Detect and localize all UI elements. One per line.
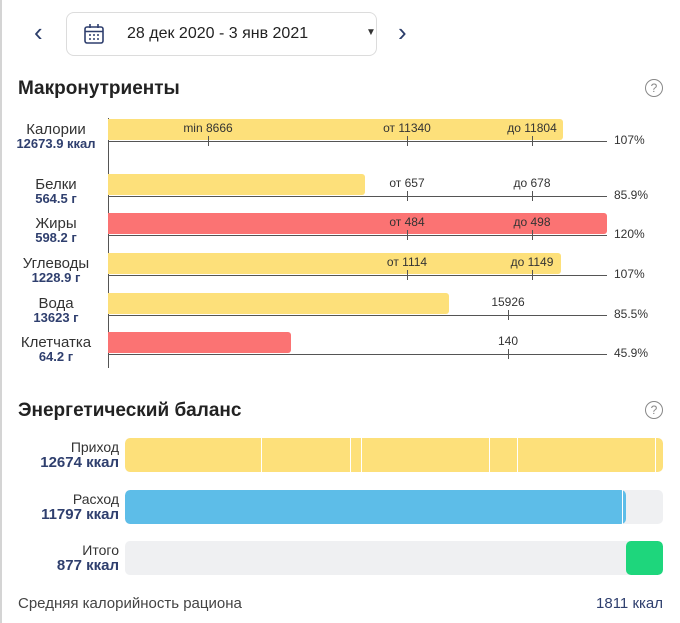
energy-label: Приход 12674 ккал	[40, 439, 119, 471]
date-range-picker[interactable]: 28 дек 2020 - 3 янв 2021 ▼	[66, 12, 377, 56]
segment-divider	[489, 438, 490, 472]
macro-tick	[407, 270, 408, 280]
energy-label: Итого 877 ккал	[56, 542, 119, 574]
macro-tick-label: 140	[497, 334, 519, 348]
macro-label: Калории 12673.9 ккал	[4, 122, 108, 151]
macro-baseline	[108, 275, 607, 276]
macro-label: Жиры 598.2 г	[4, 216, 108, 245]
energy-value: 12674 ккал	[40, 454, 119, 471]
macro-name: Вода	[38, 295, 74, 312]
macro-tick	[508, 349, 509, 359]
macro-value: 13623 г	[33, 310, 79, 325]
macro-tick-label: до 11804	[507, 121, 557, 135]
macro-value: 12673.9 ккал	[16, 136, 96, 151]
macro-percent: 45.9%	[614, 346, 649, 360]
macro-baseline	[108, 354, 607, 355]
macro-tick	[532, 230, 533, 240]
date-range-text: 28 дек 2020 - 3 янв 2021	[127, 25, 309, 42]
energy-bar	[626, 541, 663, 575]
macro-tick-label: от 1114	[386, 255, 428, 269]
prev-week-button[interactable]: ‹	[34, 17, 43, 47]
macro-bar	[108, 174, 365, 195]
macro-value: 64.2 г	[38, 349, 74, 364]
macro-name: Калории	[26, 121, 86, 138]
energy-name: Приход	[70, 439, 119, 455]
macro-tick	[532, 191, 533, 201]
macro-tick	[508, 310, 509, 320]
energy-bar	[125, 490, 626, 524]
avg-calorie-value: 1811 ккал	[596, 595, 663, 612]
energy-title: Энергетический баланс	[18, 400, 242, 421]
segment-divider	[261, 438, 262, 472]
macro-tick-label: min 8666	[183, 121, 233, 135]
chart-axis	[108, 118, 109, 368]
macro-baseline	[108, 196, 607, 197]
segment-divider	[655, 438, 656, 472]
macro-tick-label: 15926	[491, 295, 525, 309]
macro-value: 598.2 г	[35, 230, 77, 245]
energy-track	[125, 490, 663, 524]
macro-label: Вода 13623 г	[4, 296, 108, 325]
macro-tick-label: от 11340	[383, 121, 431, 135]
avg-calorie-label: Средняя калорийность рациона	[18, 595, 242, 612]
macro-bar	[108, 213, 607, 234]
macro-label: Клетчатка 64.2 г	[4, 335, 108, 364]
next-week-button[interactable]: ›	[398, 17, 407, 47]
energy-name: Расход	[72, 491, 119, 507]
macro-percent: 120%	[614, 227, 645, 241]
macro-tick	[407, 191, 408, 201]
help-icon[interactable]: ?	[645, 401, 663, 419]
macro-tick-label: до 678	[513, 176, 551, 190]
energy-bar	[125, 438, 663, 472]
macro-percent: 85.5%	[614, 307, 649, 321]
macro-percent: 85.9%	[614, 188, 649, 202]
macro-tick	[532, 270, 533, 280]
macro-label: Белки 564.5 г	[4, 177, 108, 206]
macro-bar	[108, 253, 561, 274]
macro-tick-label: от 484	[389, 215, 425, 229]
macro-percent: 107%	[614, 267, 645, 281]
segment-divider	[622, 490, 623, 524]
macro-baseline	[108, 315, 607, 316]
macro-tick	[532, 136, 533, 146]
calendar-icon	[84, 24, 104, 44]
macro-tick-label: до 1149	[510, 255, 554, 269]
segment-divider	[361, 438, 362, 472]
macro-label: Углеводы 1228.9 г	[4, 256, 108, 285]
energy-label: Расход 11797 ккал	[41, 491, 119, 523]
segment-divider	[517, 438, 518, 472]
macro-tick	[407, 136, 408, 146]
macro-tick-label: до 498	[513, 215, 551, 229]
macro-bar	[108, 293, 449, 314]
energy-value: 11797 ккал	[41, 506, 119, 523]
macro-bar	[108, 119, 563, 140]
macro-bar	[108, 332, 291, 353]
help-icon[interactable]: ?	[645, 79, 663, 97]
macro-baseline	[108, 141, 607, 142]
energy-track	[125, 438, 663, 472]
macro-tick	[208, 136, 209, 146]
energy-value: 877 ккал	[56, 557, 119, 574]
energy-track	[125, 541, 663, 575]
macro-tick	[407, 230, 408, 240]
macros-title: Макронутриенты	[18, 78, 180, 99]
segment-divider	[350, 438, 351, 472]
macro-percent: 107%	[614, 133, 645, 147]
energy-name: Итого	[82, 542, 119, 558]
macro-baseline	[108, 235, 607, 236]
macro-name: Жиры	[35, 215, 77, 232]
macro-name: Углеводы	[22, 255, 90, 272]
macro-name: Белки	[35, 176, 77, 193]
macro-tick-label: от 657	[389, 176, 425, 190]
panel-border	[0, 0, 2, 623]
macro-name: Клетчатка	[20, 334, 92, 351]
caret-down-icon: ▼	[366, 27, 376, 38]
macro-value: 1228.9 г	[31, 270, 81, 285]
macro-value: 564.5 г	[35, 191, 77, 206]
